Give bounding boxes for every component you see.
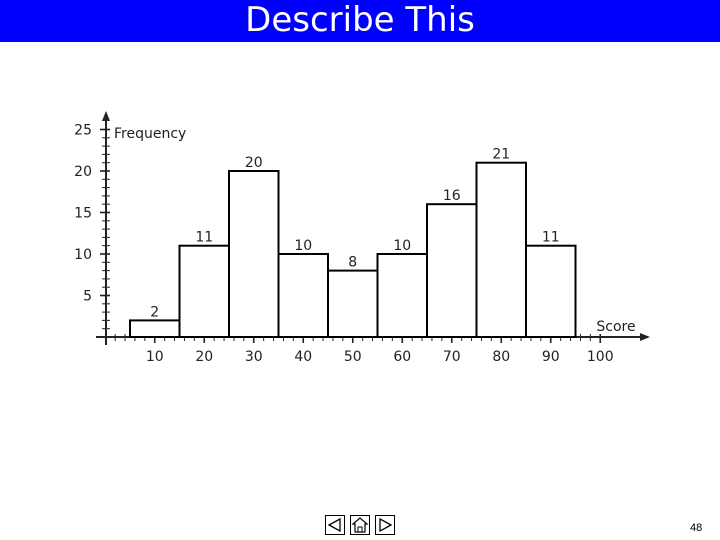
triangle-right-icon: [379, 517, 393, 533]
bar-10: [129, 319, 181, 338]
triangle-left-icon: [327, 517, 341, 533]
x-tick-label: 80: [492, 349, 510, 365]
home-button[interactable]: [350, 515, 370, 535]
y-axis-arrow: [102, 111, 110, 121]
y-tick-label: 15: [74, 206, 92, 222]
x-tick-label: 20: [195, 349, 213, 365]
bar-data-label: 20: [245, 155, 263, 171]
x-tick-label: 70: [443, 349, 461, 365]
x-axis-label: Score: [596, 319, 635, 335]
y-tick-label: 25: [74, 123, 92, 139]
bar-data-label: 16: [443, 188, 461, 204]
bar-data-label: 21: [492, 147, 510, 163]
x-tick-label: 40: [294, 349, 312, 365]
x-tick-label: 60: [393, 349, 411, 365]
bar-60: [376, 253, 428, 338]
slide-title: Describe This: [245, 0, 475, 40]
x-tick-label: 90: [542, 349, 560, 365]
bar-80: [475, 161, 527, 338]
bar-30: [228, 170, 280, 338]
bar-50: [327, 269, 379, 339]
x-tick-label: 100: [587, 349, 614, 365]
bar-40: [277, 253, 329, 338]
x-tick-label: 10: [146, 349, 164, 365]
bar-data-label: 11: [195, 230, 213, 246]
bar-data-label: 2: [150, 304, 159, 320]
x-axis-arrow: [640, 333, 650, 341]
bar-70: [426, 203, 478, 338]
chart-bars: [129, 161, 577, 339]
bar-data-label: 8: [348, 255, 357, 271]
bar-90: [525, 244, 577, 338]
x-tick-label: 50: [344, 349, 362, 365]
home-icon: [351, 517, 369, 533]
next-slide-button[interactable]: [375, 515, 395, 535]
y-tick-label: 20: [74, 164, 92, 180]
chart-labels: 5 10 15 20 25 10 20 30 40 50 60 70 80 90 100 Frequency S…: [74, 123, 635, 366]
bar-data-label: 11: [542, 230, 560, 246]
y-axis-label: Frequency: [114, 126, 186, 142]
bar-data-label: 10: [393, 238, 411, 254]
bar-20: [178, 244, 230, 338]
y-tick-label: 5: [83, 289, 92, 305]
title-bar: [0, 0, 720, 42]
x-tick-label: 30: [245, 349, 263, 365]
page-number: 48: [690, 522, 703, 534]
previous-slide-button[interactable]: [325, 515, 345, 535]
y-tick-label: 10: [74, 247, 92, 263]
bar-data-label: 10: [294, 238, 312, 254]
